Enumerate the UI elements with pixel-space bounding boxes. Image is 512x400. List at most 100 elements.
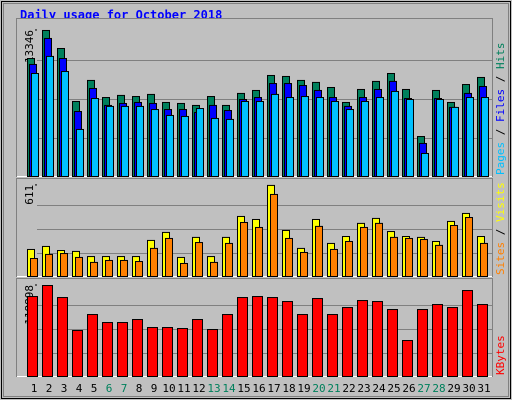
bar [327,314,338,378]
y-tick-label: 13346 [23,30,36,63]
bar [211,117,219,177]
bar [390,236,398,278]
bar [402,340,413,378]
bar [270,193,278,277]
x-tick-label: 4 [76,382,83,395]
bar [282,301,293,377]
bar [237,297,248,377]
bar [162,327,173,378]
bar [436,99,444,177]
bar [300,251,308,277]
bar [136,105,144,177]
x-tick-label: 24 [372,382,386,395]
x-tick-label: 3 [61,382,68,395]
bar [31,73,39,177]
y-tick-label: 611 [23,185,36,205]
x-tick-label: 19 [297,382,310,395]
legend: KBytes [494,335,507,375]
bar [286,97,294,177]
x-tick-label: 31 [477,382,490,395]
bar [45,253,53,277]
bar [271,93,279,177]
x-tick-label: 5 [91,382,98,395]
frame-inner [3,3,509,397]
x-tick-label: 12 [192,382,205,395]
bar [447,307,458,378]
bar [301,96,309,177]
bar [297,314,308,378]
legend: Pages / Files / Hits [494,43,507,176]
bar [165,237,173,277]
bar [72,330,83,377]
bar [360,226,368,278]
bar [42,285,53,377]
bar [315,225,323,278]
bar [181,115,189,177]
bar [256,100,264,177]
x-tick-label: 2 [46,382,53,395]
bar [166,114,174,178]
x-tick-label: 27 [417,382,430,395]
legend-label: Sites [494,242,507,275]
x-tick-label: 13 [207,382,220,395]
x-tick-label: 8 [136,382,143,395]
bar [316,97,324,177]
x-tick-label: 26 [402,382,415,395]
x-tick-label: 30 [462,382,475,395]
legend-label: Pages [494,142,507,175]
bar [75,256,83,278]
legend-separator: / [494,222,507,242]
bar [147,327,158,378]
bar [27,296,38,378]
legend-label: Hits [494,43,507,70]
bar [150,247,158,277]
x-tick-label: 29 [447,382,460,395]
bar [87,314,98,378]
bar [61,71,69,177]
x-tick-label: 7 [121,382,128,395]
bar [255,226,263,278]
bar [376,97,384,177]
bar [76,128,84,177]
bar [420,239,428,277]
bar [466,97,474,177]
x-tick-label: 17 [267,382,280,395]
bar [432,304,443,377]
legend-label: Files [494,89,507,122]
bar [331,100,339,177]
bar [196,108,204,177]
bar [192,319,203,378]
bar [330,248,338,277]
bar [177,328,188,377]
legend-separator: / [494,122,507,142]
x-tick-label: 1 [31,382,38,395]
x-tick-label: 9 [151,382,158,395]
bar [225,242,233,277]
bar [312,298,323,377]
bar [132,319,143,378]
bar [226,118,234,178]
bar [91,98,99,177]
bar [477,304,488,377]
bar [480,242,488,277]
x-tick-label: 28 [432,382,445,395]
bar [105,259,113,278]
bar [240,221,248,278]
bar [30,258,38,277]
bar [207,329,218,377]
x-tick-label: 22 [342,382,355,395]
bar [450,225,458,278]
bar [46,55,54,177]
bar [135,261,143,277]
x-tick-label: 18 [282,382,295,395]
bar [465,217,473,278]
bar [285,237,293,277]
bar [117,322,128,377]
legend-label: Visits [494,182,507,222]
bar [462,290,473,378]
bar [102,322,113,377]
bar [406,99,414,177]
bar [421,152,429,177]
